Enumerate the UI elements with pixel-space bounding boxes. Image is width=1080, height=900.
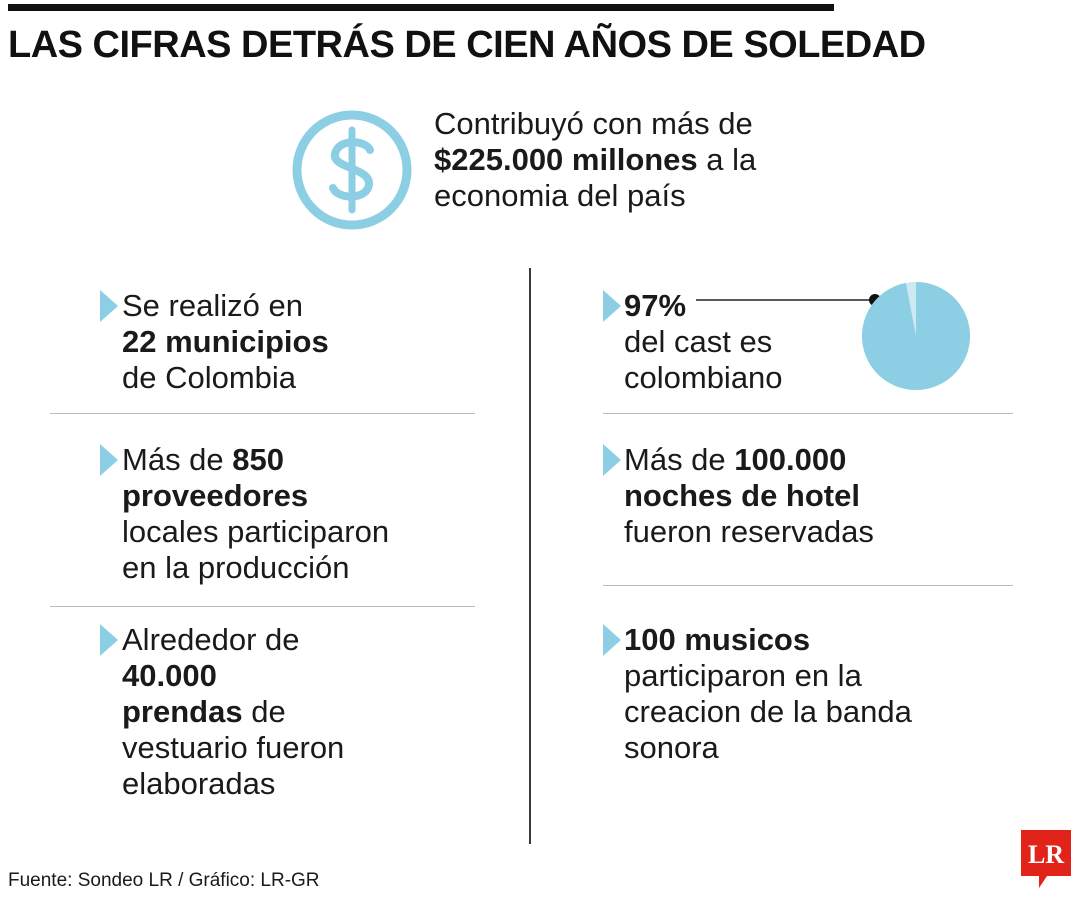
- stat-prendas-after: de: [242, 694, 286, 729]
- stat-prendas-post-1: vestuario fueron: [122, 730, 345, 765]
- stat-hotel: Más de 100.000 noches de hotel fueron re…: [624, 442, 874, 550]
- row-divider: [50, 413, 475, 414]
- money-line-3: economia del país: [434, 178, 686, 213]
- stat-hotel-line-1: Más de 100.000: [624, 442, 874, 478]
- dollar-circle-icon: [292, 110, 412, 230]
- stat-prendas-pre: Alrededor de: [122, 622, 300, 657]
- triangle-marker-icon: [100, 444, 118, 476]
- stat-hotel-label: noches de hotel: [624, 478, 860, 513]
- stat-musicos: 100 musicos participaron en la creacion …: [624, 622, 912, 766]
- triangle-marker-icon: [603, 624, 621, 656]
- stat-proveedores-label: proveedores: [122, 478, 309, 513]
- source-footer: Fuente: Sondeo LR / Gráfico: LR-GR: [8, 870, 320, 891]
- money-line-2: $225.000 millones a la: [434, 142, 756, 178]
- stat-municipios-post: de Colombia: [122, 360, 297, 395]
- economy-contribution: Contribuyó con más de $225.000 millones …: [434, 106, 756, 214]
- stat-musicos-post-2: creacion de la banda: [624, 694, 912, 729]
- stat-proveedores-value: 850: [232, 442, 285, 477]
- stat-cast-post-1: del cast es: [624, 324, 773, 359]
- stat-cast-post-2: colombiano: [624, 360, 783, 395]
- stat-musicos-post-3: sonora: [624, 730, 719, 765]
- stat-prendas: Alrededor de 40.000 prendas de vestuario…: [122, 622, 344, 802]
- money-after-amount: a la: [697, 142, 757, 177]
- pie-leader-line: [696, 294, 881, 306]
- stat-municipios-value: 22 municipios: [122, 324, 329, 359]
- stat-cast-value: 97%: [624, 288, 687, 323]
- stat-municipios-pre: Se realizó en: [122, 288, 303, 323]
- triangle-marker-icon: [603, 444, 621, 476]
- stat-proveedores-line-1: Más de 850: [122, 442, 389, 478]
- stat-hotel-value: 100.000: [734, 442, 847, 477]
- column-divider: [529, 268, 531, 844]
- row-divider: [603, 585, 1013, 586]
- stat-prendas-value: 40.000: [122, 658, 217, 693]
- row-divider: [50, 606, 475, 607]
- stat-prendas-line-3: prendas de: [122, 694, 344, 730]
- stat-hotel-post: fueron reservadas: [624, 514, 874, 549]
- triangle-marker-icon: [100, 624, 118, 656]
- money-amount: $225.000 millones: [434, 142, 698, 177]
- stat-prendas-label: prendas: [122, 694, 243, 729]
- logo-text: LR: [1028, 840, 1064, 869]
- stat-municipios: Se realizó en 22 municipios de Colombia: [122, 288, 329, 396]
- row-divider: [603, 413, 1013, 414]
- pie-slice-colombian: [862, 282, 970, 390]
- stat-proveedores: Más de 850 proveedores locales participa…: [122, 442, 389, 586]
- cast-pie-chart: [862, 282, 970, 390]
- stat-musicos-value: 100 musicos: [624, 622, 811, 657]
- stat-musicos-post-1: participaron en la: [624, 658, 862, 693]
- top-rule: [8, 4, 834, 11]
- page-title: LAS CIFRAS DETRÁS DE CIEN AÑOS DE SOLEDA…: [8, 24, 926, 66]
- stat-proveedores-pre: Más de: [122, 442, 233, 477]
- stat-prendas-post-2: elaboradas: [122, 766, 276, 801]
- money-line-1: Contribuyó con más de: [434, 106, 753, 141]
- triangle-marker-icon: [100, 290, 118, 322]
- stat-hotel-pre: Más de: [624, 442, 735, 477]
- triangle-marker-icon: [603, 290, 621, 322]
- stat-proveedores-post-1: locales participaron: [122, 514, 390, 549]
- stat-proveedores-post-2: en la producción: [122, 550, 350, 585]
- stat-cast: 97% del cast es colombiano: [624, 288, 783, 396]
- lr-logo-icon: LR: [1021, 830, 1071, 888]
